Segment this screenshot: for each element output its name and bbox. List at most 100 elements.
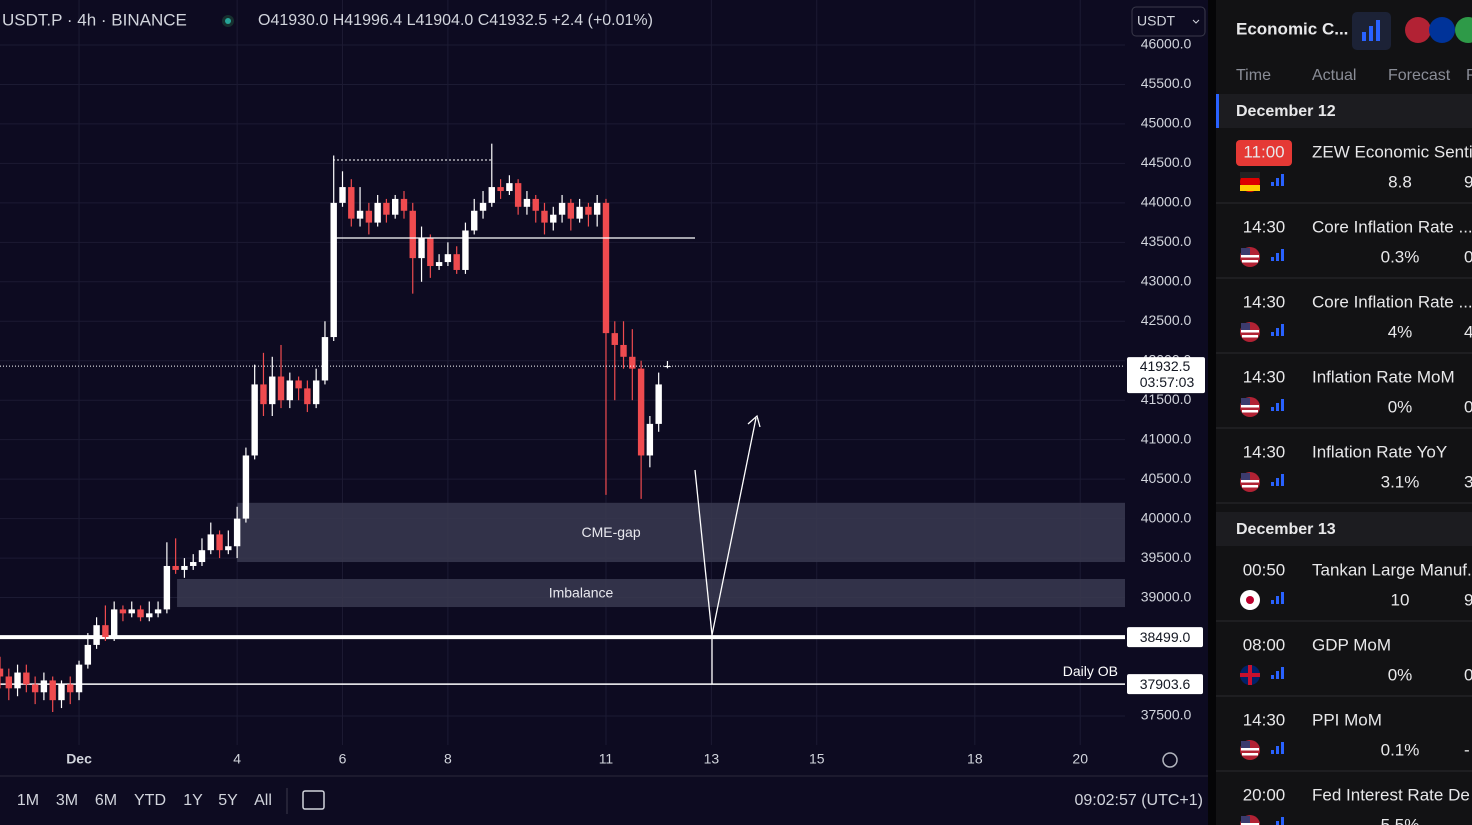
event-name[interactable]: PPI MoM — [1312, 710, 1382, 729]
candle-body — [550, 214, 557, 223]
flag-filter[interactable] — [1429, 17, 1455, 43]
candle-body — [233, 518, 241, 547]
candle-body — [444, 254, 452, 263]
candle-body — [532, 198, 539, 211]
flag-part — [1240, 185, 1260, 191]
candle-body — [312, 380, 320, 405]
range-button[interactable]: All — [254, 792, 272, 809]
candle-body — [541, 210, 548, 223]
price-tag — [1127, 357, 1205, 394]
importance-bar — [1281, 174, 1284, 186]
candle-body — [637, 368, 645, 456]
section-date: December 13 — [1236, 521, 1336, 538]
candle-body — [198, 550, 206, 563]
column-header: Time — [1236, 67, 1271, 84]
settings-icon[interactable] — [1162, 752, 1178, 768]
candle-body — [260, 384, 267, 405]
event-name[interactable]: Core Inflation Rate ... — [1312, 292, 1472, 311]
zone-label: CME-gap — [581, 524, 640, 540]
y-tick-label: 41000.0 — [1141, 430, 1192, 446]
flag-part — [1241, 405, 1259, 408]
x-tick-label: 11 — [599, 751, 614, 767]
event-time: 00:50 — [1243, 560, 1286, 579]
candle-body — [225, 546, 232, 551]
candle-body — [506, 183, 513, 192]
range-button[interactable]: 5Y — [218, 792, 238, 809]
currency-select[interactable] — [1131, 6, 1206, 37]
range-button[interactable]: 1Y — [183, 792, 203, 809]
candle-body — [190, 562, 197, 566]
event-forecast: 9 — [1464, 590, 1472, 609]
range-button[interactable]: 1M — [17, 792, 39, 809]
flag-filter[interactable] — [1405, 17, 1431, 43]
y-tick-label: 40500.0 — [1141, 470, 1192, 486]
event-actual: 3.1% — [1381, 472, 1420, 491]
range-button[interactable]: 6M — [95, 792, 117, 809]
event-name[interactable]: Fed Interest Rate De — [1312, 785, 1470, 804]
flag-part — [1241, 816, 1250, 823]
importance-bar — [1281, 249, 1284, 261]
candle-body — [110, 609, 118, 638]
importance-bar — [1271, 407, 1274, 411]
currency: USDT — [1137, 13, 1176, 29]
flag-filter[interactable] — [1455, 17, 1472, 43]
importance-bar — [1276, 178, 1279, 186]
candle-body — [471, 210, 478, 231]
candle-body — [286, 380, 294, 401]
candle-body — [593, 202, 601, 215]
candle-body — [58, 684, 65, 701]
flag-part — [1242, 335, 1258, 338]
candle-body — [620, 344, 627, 357]
range-button[interactable]: 3M — [56, 792, 78, 809]
column-header: Actual — [1312, 67, 1356, 84]
x-tick-label: 18 — [967, 751, 983, 767]
candle-body — [137, 609, 144, 618]
event-forecast: 9 — [1464, 172, 1472, 191]
event-name[interactable]: ZEW Economic Senti — [1312, 142, 1472, 161]
y-tick-label: 41500.0 — [1141, 391, 1192, 407]
y-tick-label: 43000.0 — [1141, 273, 1192, 289]
y-tick-label: 44000.0 — [1141, 194, 1192, 210]
x-tick-label: 6 — [339, 751, 347, 767]
candle-body — [576, 206, 583, 219]
importance-bar — [1281, 474, 1284, 486]
event-name[interactable]: GDP MoM — [1312, 635, 1391, 654]
price-tag-label: 37903.6 — [1140, 676, 1191, 692]
event-actual: 0.1% — [1381, 740, 1420, 759]
symbol: USDT.P · 4h · BINANCE — [2, 10, 187, 29]
event-name[interactable]: Tankan Large Manuf. — [1312, 560, 1472, 579]
flag-part — [1242, 485, 1258, 488]
date-range-icon[interactable] — [302, 790, 325, 810]
candle-body — [497, 187, 504, 192]
event-name[interactable]: Inflation Rate YoY — [1312, 442, 1447, 461]
candle-body — [383, 202, 390, 215]
candle-body — [321, 337, 329, 381]
flag-part — [1248, 665, 1252, 685]
candle-body — [523, 198, 531, 207]
candle-body — [453, 254, 460, 270]
candle-body — [146, 613, 153, 618]
candle-body — [128, 609, 135, 614]
candle-body — [242, 455, 250, 519]
zone — [237, 502, 1125, 563]
event-name[interactable]: Core Inflation Rate ... — [1312, 217, 1472, 236]
flag-part — [1240, 172, 1260, 178]
candle-body — [269, 376, 276, 405]
y-tick-label: 39500.0 — [1141, 549, 1192, 565]
candle-body — [172, 565, 179, 570]
range-button[interactable]: YTD — [134, 792, 166, 809]
importance-bar — [1271, 257, 1274, 261]
event-actual: 5.5% — [1381, 815, 1420, 825]
candle-body — [664, 366, 671, 368]
candle-body — [277, 376, 285, 401]
chevron — [1192, 19, 1200, 24]
candle-body — [611, 333, 618, 345]
flag-part — [1241, 255, 1259, 258]
candle-body — [5, 676, 12, 689]
flag-part — [1241, 823, 1259, 825]
event-name[interactable]: Inflation Rate MoM — [1312, 367, 1455, 386]
importance-bar — [1271, 675, 1274, 679]
event-time: 11:00 — [1243, 142, 1284, 161]
candle-body — [93, 625, 100, 645]
candle-body — [435, 262, 443, 267]
